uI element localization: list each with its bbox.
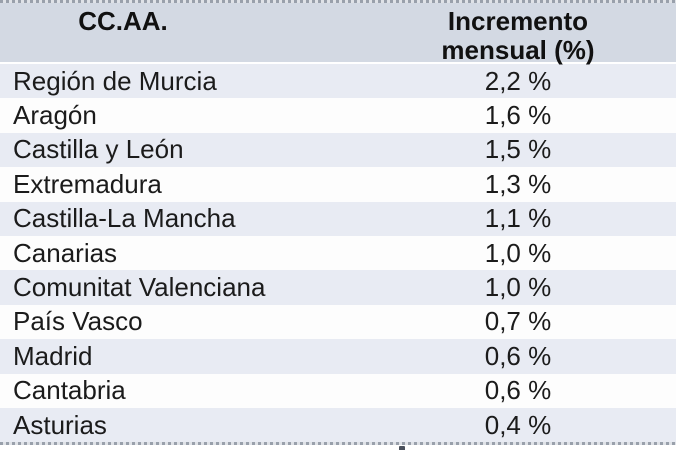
table-row: Cantabria 0,6 % <box>0 373 676 408</box>
table-row: Canarias 1,0 % <box>0 235 676 271</box>
table-row: Aragón 1,6 % <box>0 98 676 133</box>
region-cell: Comunitat Valenciana <box>13 272 266 303</box>
region-cell: Extremadura <box>13 168 162 199</box>
value-cell: 2,2 % <box>484 65 552 96</box>
region-cell: Asturias <box>13 409 107 440</box>
value-cell: 0,6 % <box>484 375 552 406</box>
header-ccaa-label: CC.AA. <box>78 6 168 36</box>
value-cell: 1,1 % <box>484 203 552 234</box>
header-cell-ccaa: CC.AA. <box>0 7 246 36</box>
table-row: Madrid 0,6 % <box>0 339 676 374</box>
region-cell: Castilla y León <box>13 134 184 165</box>
value-cell: 0,6 % <box>484 340 552 371</box>
table-row: Extremadura 1,3 % <box>0 167 676 202</box>
region-cell: Madrid <box>13 340 93 371</box>
value-cell: 1,0 % <box>484 237 552 268</box>
bottom-dashed-border <box>0 442 676 446</box>
table-row: País Vasco 0,7 % <box>0 304 676 340</box>
value-cell: 1,6 % <box>484 100 552 131</box>
table-row: Castilla y León 1,5 % <box>0 132 676 168</box>
region-cell: Canarias <box>13 237 118 268</box>
region-cell: Aragón <box>13 100 97 131</box>
table-row: Asturias 0,4 % <box>0 407 676 443</box>
header-incremento-label: Incremento mensual (%) <box>441 6 595 65</box>
region-cell: Región de Murcia <box>13 65 217 96</box>
table-row: Comunitat Valenciana 1,0 % <box>0 270 676 305</box>
region-cell: Castilla-La Mancha <box>13 203 236 234</box>
table-header-row: CC.AA. Incremento mensual (%) <box>0 3 676 65</box>
region-cell: Cantabria <box>13 375 126 406</box>
top-dashed-border <box>0 0 676 3</box>
value-cell: 0,4 % <box>484 409 552 440</box>
value-cell: 0,7 % <box>484 306 552 337</box>
value-cell: 1,3 % <box>484 168 552 199</box>
region-cell: País Vasco <box>13 306 143 337</box>
header-cell-incremento: Incremento mensual (%) <box>246 7 676 65</box>
table-row: Castilla-La Mancha 1,1 % <box>0 201 676 236</box>
table-row: Región de Murcia 2,2 % <box>0 64 676 99</box>
value-cell: 1,5 % <box>484 134 552 165</box>
value-cell: 1,0 % <box>484 272 552 303</box>
cropped-footnote-artifact <box>399 446 405 450</box>
